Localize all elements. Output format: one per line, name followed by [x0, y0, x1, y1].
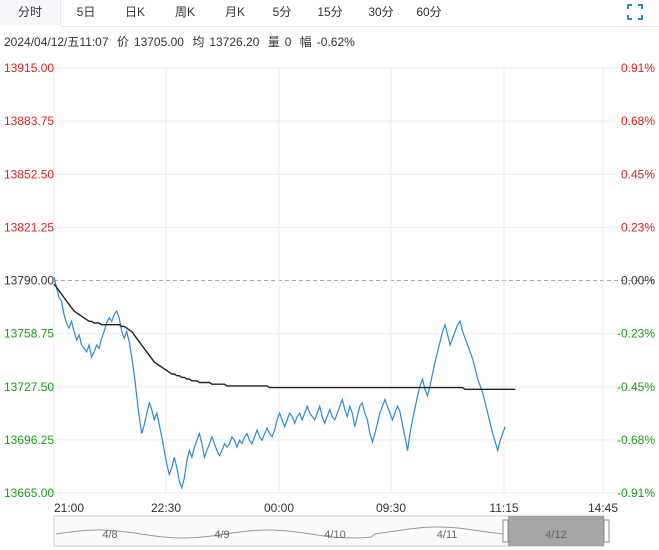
volume-label: 量: [267, 35, 280, 49]
tab-5min[interactable]: 5分: [272, 5, 292, 19]
y-right-tick-label: -0.68%: [617, 433, 655, 447]
navigator-date-label: 4/9: [214, 529, 229, 541]
tab-30min[interactable]: 30分: [368, 5, 394, 19]
avg-value: 13726.20: [209, 35, 260, 49]
x-tick-label: 21:00: [54, 501, 84, 515]
x-tick-label: 09:30: [376, 501, 406, 515]
tab-daily-k[interactable]: 日K: [124, 5, 145, 19]
y-right-tick-label: 0.68%: [621, 114, 655, 128]
tab-15min[interactable]: 15分: [317, 5, 343, 19]
navigator-date-label: 4/12: [545, 529, 566, 541]
tab-monthly-k[interactable]: 月K: [224, 5, 245, 19]
y-right-tick-label: -0.91%: [617, 486, 655, 500]
y-left-tick-label: 13696.25: [4, 433, 54, 447]
navigator-date-label: 4/10: [324, 529, 345, 541]
range-label: 幅: [299, 35, 312, 49]
y-left-tick-label: 13758.75: [4, 327, 54, 341]
navigator-date-label: 4/11: [437, 529, 458, 541]
x-tick-label: 22:30: [151, 501, 181, 515]
navigator-handle-left[interactable]: [502, 519, 509, 543]
navigator-selection[interactable]: [508, 516, 604, 546]
y-left-tick-label: 13665.00: [4, 486, 54, 500]
quote-datetime: 2024/04/12/五11:07: [4, 35, 109, 49]
fullscreen-icon[interactable]: [627, 4, 643, 20]
y-right-tick-label: 0.23%: [621, 220, 655, 234]
avg-label: 均: [192, 35, 205, 49]
y-right-tick-label: 0.91%: [621, 61, 655, 75]
y-right-tick-label: 0.45%: [621, 167, 655, 181]
period-tabs: 分时 5日 日K 周K 月K 5分 15分 30分 60分: [0, 0, 659, 27]
navigator-handle-right[interactable]: [603, 519, 610, 543]
volume-value: 0: [284, 35, 292, 49]
x-tick-label: 11:15: [489, 501, 518, 515]
y-left-tick-label: 13852.50: [4, 167, 54, 181]
x-tick-label: 14:45: [588, 501, 618, 515]
navigator-date-label: 4/8: [102, 529, 117, 541]
average-line: [53, 283, 516, 390]
price-label: 价: [116, 35, 129, 49]
y-left-tick-label: 13790.00: [4, 274, 54, 288]
y-left-tick-label: 13727.50: [4, 380, 54, 394]
y-right-tick-label: 0.00%: [621, 274, 655, 288]
time-navigator[interactable]: 4/8 4/9 4/10 4/11 4/12: [53, 515, 610, 547]
tab-intraday[interactable]: 分时: [0, 0, 61, 27]
navigator-trace: [55, 526, 507, 539]
y-right-tick-label: -0.45%: [617, 380, 655, 394]
tab-5day[interactable]: 5日: [76, 5, 96, 19]
y-right-tick-label: -0.23%: [617, 327, 655, 341]
y-left-tick-label: 13821.25: [4, 220, 54, 234]
y-left-tick-label: 13915.00: [4, 61, 54, 75]
x-tick-label: 00:00: [264, 501, 294, 515]
tab-weekly-k[interactable]: 周K: [174, 5, 195, 19]
price-value: 13705.00: [133, 35, 184, 49]
price-line: [53, 276, 506, 490]
range-value: -0.62%: [316, 35, 355, 49]
tab-60min[interactable]: 60分: [416, 5, 442, 19]
y-left-tick-label: 13883.75: [4, 114, 54, 128]
